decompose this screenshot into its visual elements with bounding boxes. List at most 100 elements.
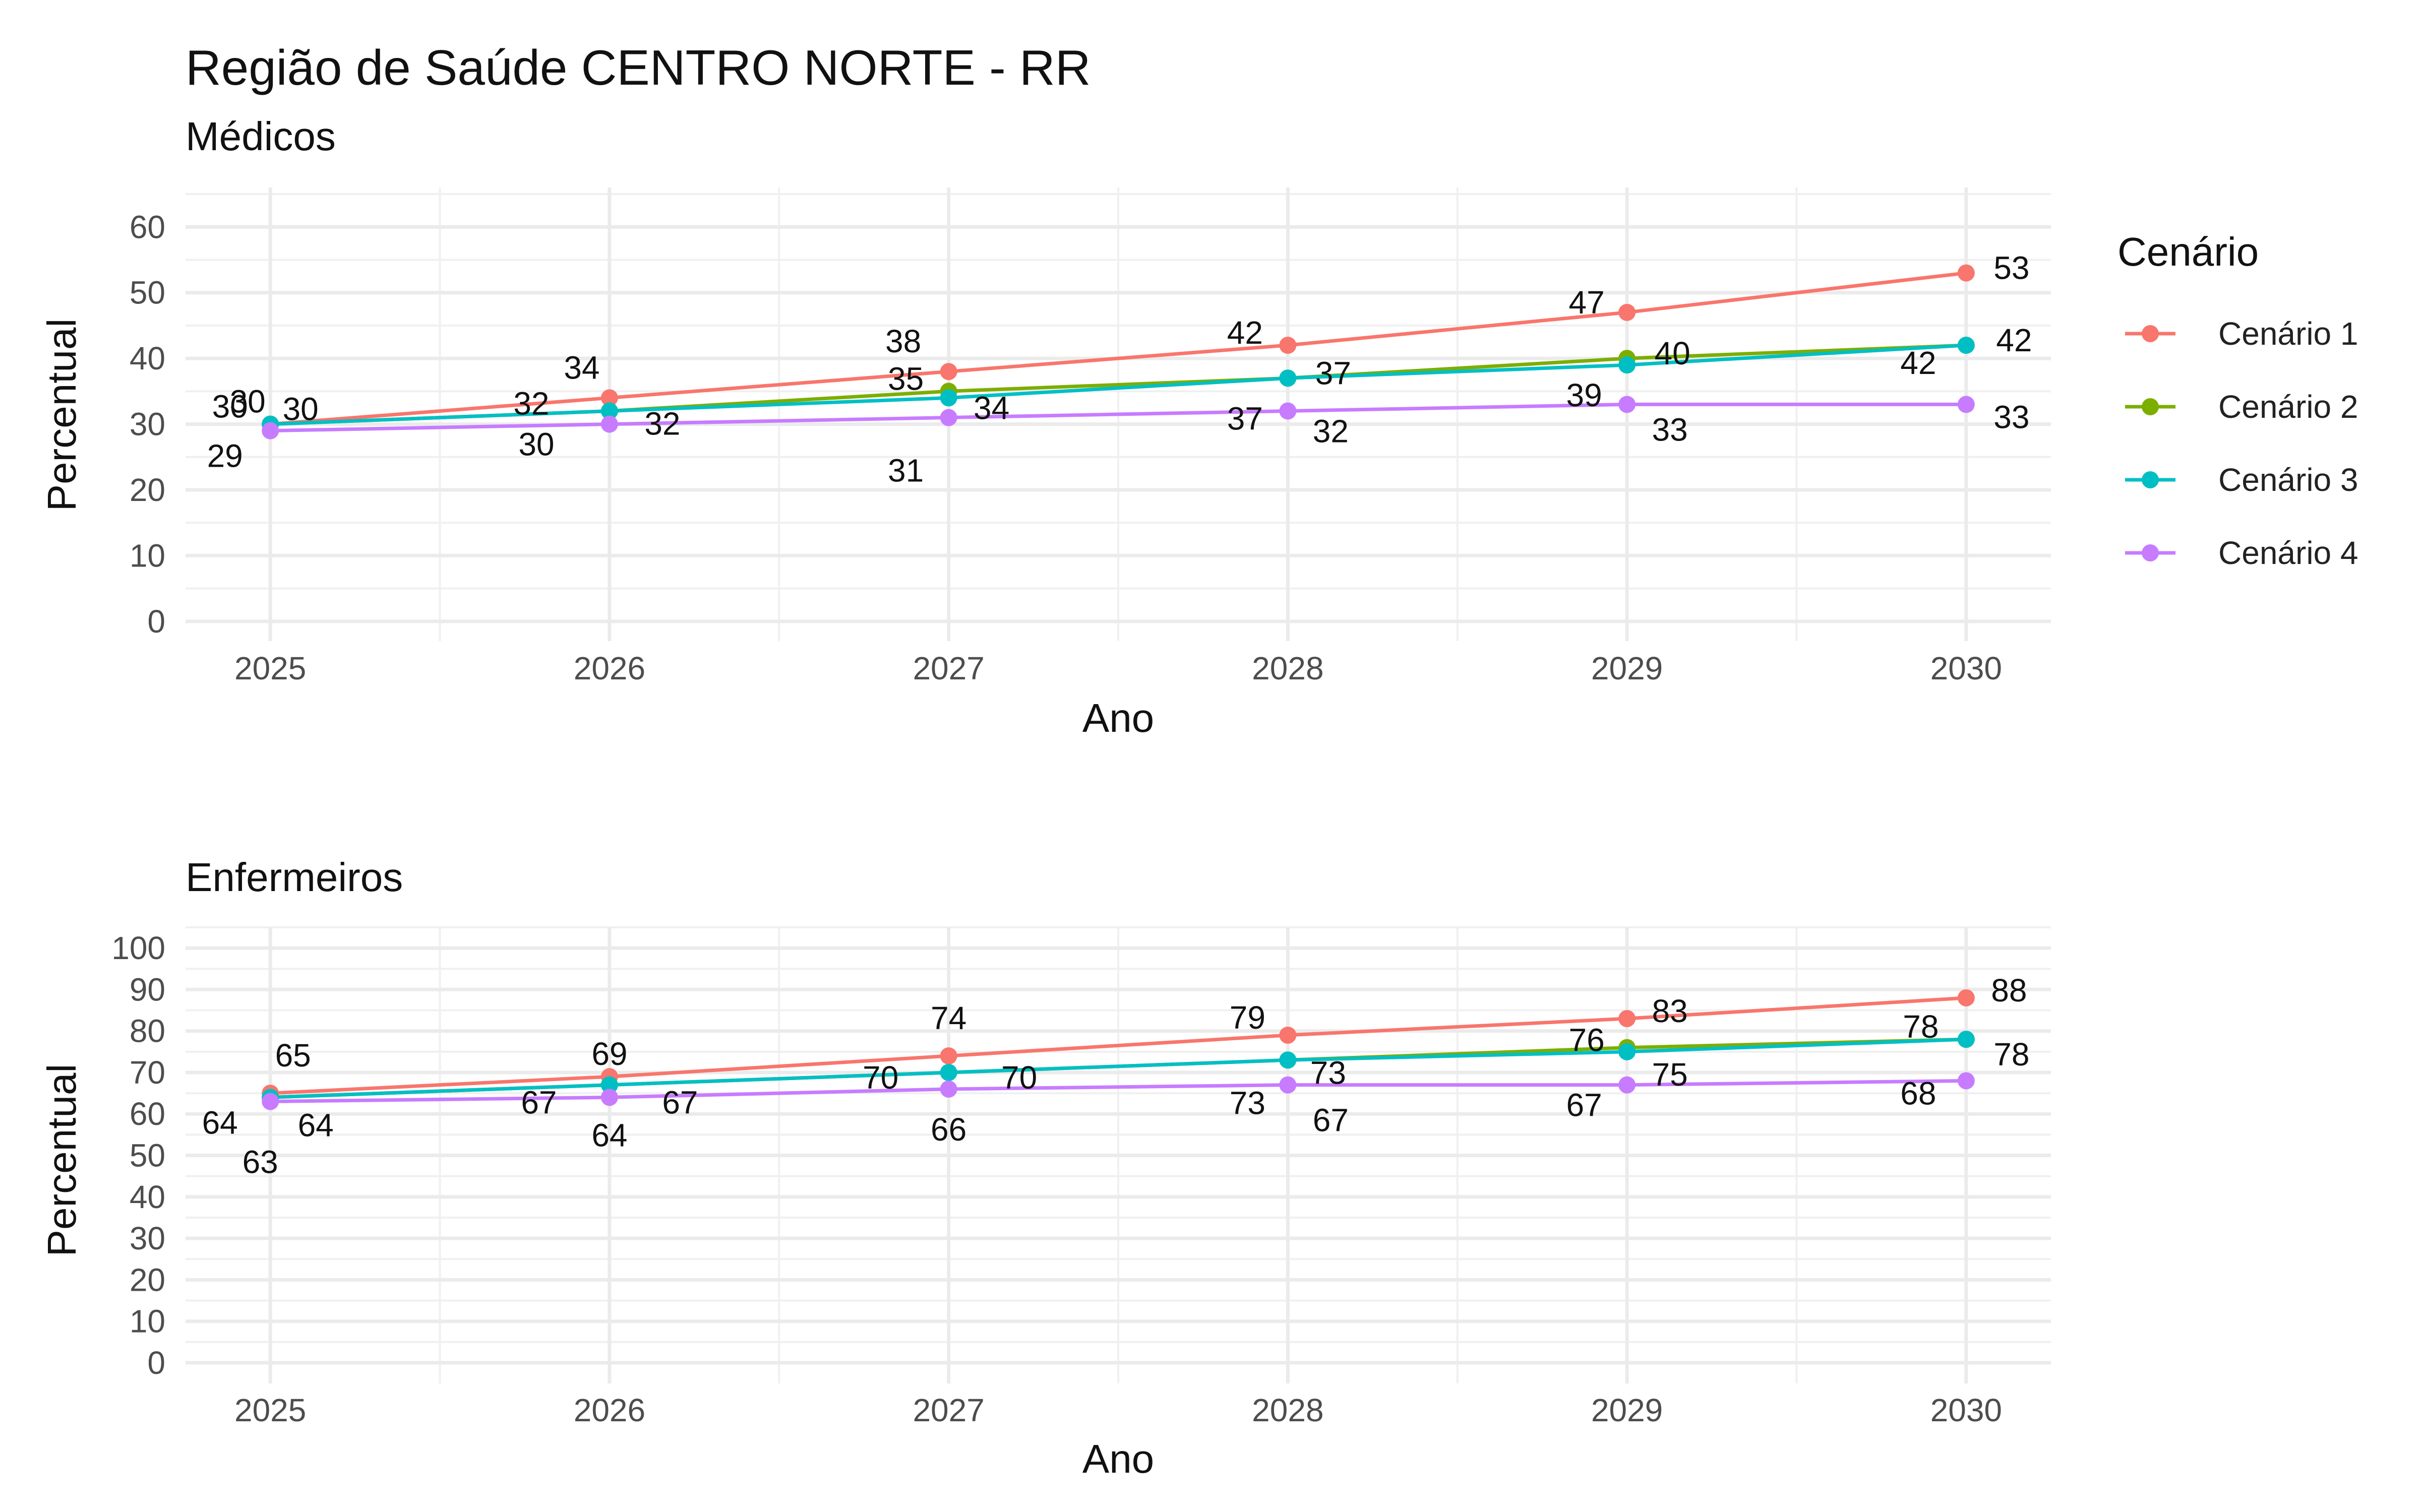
series-line-cenario-1 <box>270 271 1967 426</box>
legend-key-point <box>2142 325 2159 342</box>
y-tick-label: 70 <box>130 1054 165 1091</box>
y-tick-label: 10 <box>130 537 165 574</box>
y-tick-label: 60 <box>130 209 165 245</box>
data-label-cenario-4: 67 <box>1313 1102 1349 1139</box>
panel-medicos-xlabel: Ano <box>1082 696 1154 740</box>
data-label-cenario-1: 34 <box>564 349 599 386</box>
y-tick-label: 100 <box>111 930 165 966</box>
data-point-cenario-4 <box>1279 1076 1297 1094</box>
series-line-cenario-3 <box>270 343 1967 426</box>
data-label-cenario-2: 42 <box>1996 322 2032 358</box>
data-label-cenario-3: 32 <box>644 405 680 442</box>
panel-medicos-lines <box>270 271 1967 433</box>
x-tick-label: 2026 <box>574 650 645 686</box>
panel-enfermeiros: Enfermeiros 65 69 74 79 83 88 64 67 70 73 76 78 64 67… <box>39 855 2051 1481</box>
data-point-cenario-1 <box>1279 337 1297 354</box>
data-label-cenario-1: 30 <box>230 384 266 420</box>
y-tick-label: 90 <box>130 971 165 1007</box>
series-line-cenario-4 <box>270 1079 1966 1103</box>
legend-label-cenario-3: Cenário 3 <box>2218 462 2358 498</box>
data-label-cenario-4: 63 <box>243 1144 278 1180</box>
data-point-cenario-4 <box>600 1089 618 1106</box>
y-tick-label: 30 <box>130 406 165 443</box>
data-point-cenario-1 <box>1957 264 1975 282</box>
data-label-cenario-1: 74 <box>931 1000 966 1036</box>
data-label-cenario-3: 73 <box>1310 1054 1346 1091</box>
data-label-cenario-2: 30 <box>283 391 319 427</box>
data-label-cenario-4: 29 <box>207 438 243 474</box>
data-label-cenario-3: 34 <box>974 390 1009 426</box>
data-label-cenario-1: 47 <box>1568 284 1604 321</box>
data-label-cenario-2: 76 <box>1568 1022 1604 1058</box>
data-label-cenario-4: 30 <box>518 426 554 463</box>
data-label-cenario-1: 53 <box>1993 250 2029 286</box>
series-line-cenario-1 <box>270 996 1967 1095</box>
data-label-cenario-3: 75 <box>1652 1056 1687 1093</box>
data-label-cenario-1: 88 <box>1991 972 2027 1009</box>
data-point-cenario-3 <box>1957 1031 1975 1048</box>
y-tick-label: 40 <box>130 1179 165 1215</box>
data-label-cenario-3: 67 <box>662 1085 698 1121</box>
data-point-cenario-4 <box>1957 1072 1975 1090</box>
x-tick-label: 2027 <box>913 650 984 686</box>
panel-medicos-points <box>262 264 1975 439</box>
y-tick-label: 20 <box>130 1262 165 1298</box>
panel-enfermeiros-subtitle: Enfermeiros <box>186 855 403 900</box>
y-tick-label: 20 <box>130 472 165 508</box>
data-label-cenario-4: 68 <box>1900 1075 1936 1111</box>
data-point-cenario-4 <box>940 409 957 426</box>
legend-keys: Cenário 1 Cenário 2 Cenário 3 Cenário 4 <box>2125 316 2358 571</box>
x-tick-label: 2028 <box>1252 1392 1323 1428</box>
data-point-cenario-1 <box>1618 303 1636 321</box>
data-point-cenario-4 <box>1957 396 1975 413</box>
legend-key-point <box>2142 471 2159 488</box>
data-label-cenario-1: 65 <box>275 1037 311 1074</box>
x-tick-label: 2029 <box>1591 650 1663 686</box>
data-label-cenario-4: 67 <box>1566 1087 1602 1123</box>
panel-enfermeiros-xlabel: Ano <box>1082 1436 1154 1481</box>
y-tick-label: 0 <box>147 603 165 640</box>
data-label-cenario-1: 79 <box>1230 999 1265 1036</box>
data-point-cenario-4 <box>1279 402 1297 420</box>
data-point-cenario-4 <box>1618 396 1636 413</box>
x-tick-label: 2025 <box>234 1392 306 1428</box>
x-tick-label: 2026 <box>574 1392 645 1428</box>
data-point-cenario-4 <box>600 415 618 433</box>
data-point-cenario-4 <box>1618 1076 1636 1094</box>
data-label-cenario-2: 35 <box>888 360 924 397</box>
x-tick-label: 2027 <box>913 1392 984 1428</box>
legend-label-cenario-1: Cenário 1 <box>2218 316 2358 352</box>
data-point-cenario-4 <box>940 1080 957 1098</box>
x-tick-label: 2028 <box>1252 650 1323 686</box>
legend-label-cenario-4: Cenário 4 <box>2218 535 2358 571</box>
data-point-cenario-4 <box>262 422 279 439</box>
chart-title: Região de Saúde CENTRO NORTE - RR <box>186 40 1091 95</box>
data-point-cenario-1 <box>1618 1010 1636 1027</box>
y-tick-label: 50 <box>130 275 165 311</box>
data-label-cenario-2: 70 <box>863 1059 898 1096</box>
data-label-cenario-3: 64 <box>298 1107 334 1143</box>
data-label-cenario-2: 73 <box>1230 1085 1265 1121</box>
data-label-cenario-3: 30 <box>212 389 248 425</box>
data-point-cenario-3 <box>600 1076 618 1094</box>
panel-medicos-subtitle: Médicos <box>186 114 336 159</box>
data-label-cenario-3: 39 <box>1566 377 1602 413</box>
series-line-cenario-4 <box>270 402 1966 433</box>
data-label-cenario-3: 42 <box>1900 345 1936 381</box>
data-label-cenario-4: 66 <box>931 1111 966 1148</box>
data-label-cenario-2: 40 <box>1654 335 1690 371</box>
panel-medicos-data-labels: 30 34 38 42 47 53 30 32 35 37 40 42 30 32 34 37 39 42 29 30… <box>207 250 2032 489</box>
data-point-cenario-1 <box>940 1047 957 1065</box>
data-label-cenario-2: 37 <box>1227 400 1263 436</box>
data-label-cenario-3: 70 <box>1001 1059 1037 1096</box>
data-label-cenario-3: 37 <box>1315 355 1351 391</box>
panel-enfermeiros-points <box>262 989 1975 1110</box>
data-label-cenario-1: 83 <box>1652 993 1687 1029</box>
data-point-cenario-3 <box>1279 369 1297 387</box>
data-point-cenario-1 <box>940 363 957 381</box>
